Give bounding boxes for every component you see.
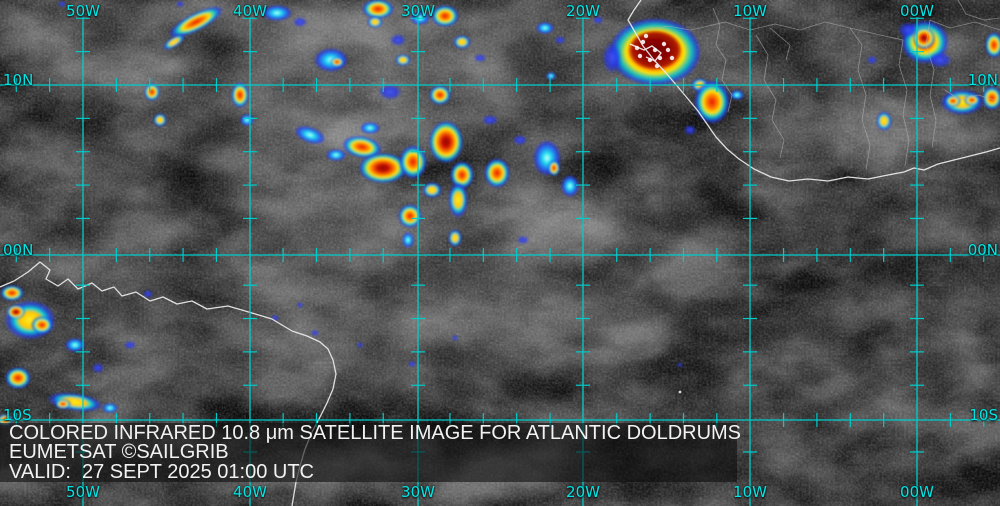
caption-valid-time: VALID: 27 SEPT 2025 01:00 UTC <box>9 460 314 483</box>
caption-title: COLORED INFRARED 10.8 μm SATELLITE IMAGE… <box>9 422 742 444</box>
caption-box: COLORED INFRARED 10.8 μm SATELLITE IMAGE… <box>0 422 742 483</box>
caption-attribution: EUMETSAT ©SAILGRIB <box>9 441 229 464</box>
cold-cloud-top-layer <box>0 0 1000 426</box>
country-border-layer <box>647 0 1000 171</box>
